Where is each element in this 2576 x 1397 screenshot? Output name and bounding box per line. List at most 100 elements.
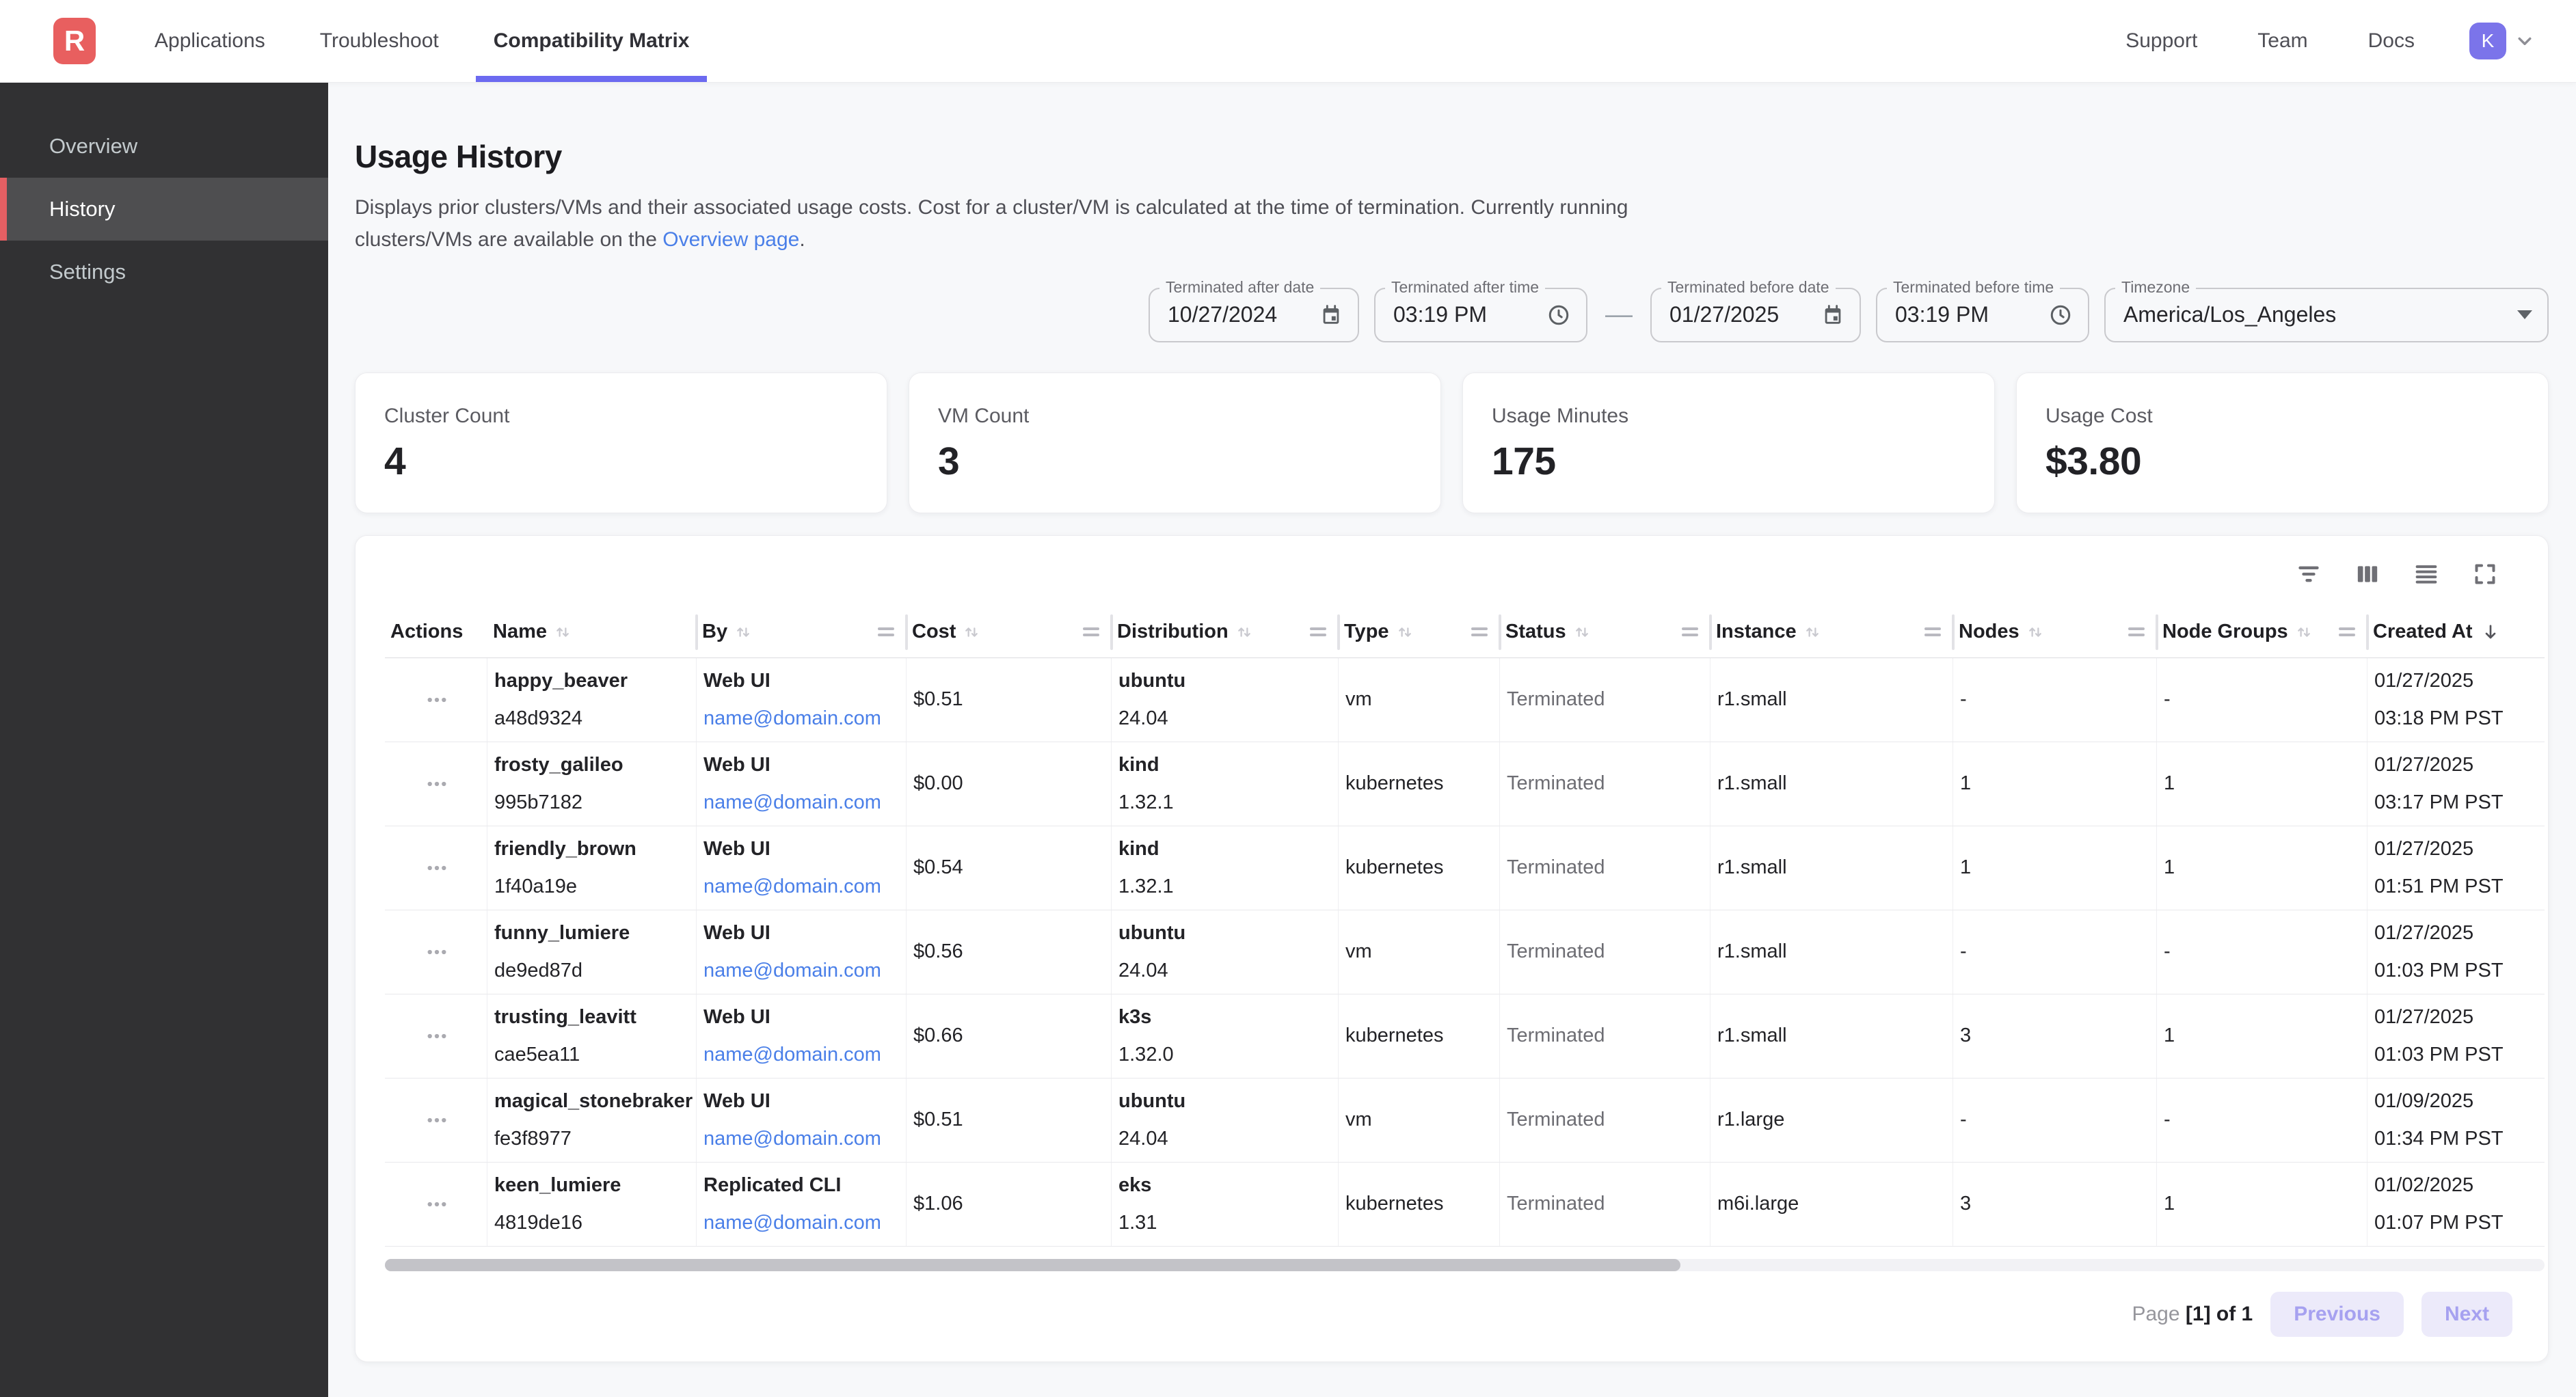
calendar-icon[interactable] [1821,303,1844,327]
cluster-id: 4819de16 [494,1211,583,1234]
tab-compatibility-matrix[interactable]: Compatibility Matrix [475,0,708,82]
columns-icon[interactable] [2354,560,2381,588]
column-menu-icon[interactable] [1924,627,1941,637]
nav-link-support[interactable]: Support [2125,29,2198,52]
column-header-instance[interactable]: Instance [1710,607,1955,657]
sort-icon[interactable] [1234,622,1255,642]
column-header-created-at[interactable]: Created At [2367,607,2545,657]
created-by-email-link[interactable]: name@domain.com [703,959,881,981]
filter-icon[interactable] [2295,560,2322,588]
table-header-row: Actions Name By Cost Distribution Type S… [385,607,2545,658]
instance-value: r1.small [1717,940,1787,963]
column-resize-handle[interactable] [695,614,698,650]
nav-link-team[interactable]: Team [2257,29,2308,52]
column-header-distribution[interactable]: Distribution [1112,607,1340,657]
replicated-logo[interactable]: R [53,18,96,64]
created-time: 03:17 PM PST [2374,791,2504,813]
column-header-by[interactable]: By [697,607,908,657]
nodes-cell: 3 [1953,1162,2157,1246]
avatar[interactable]: K [2469,23,2506,59]
tab-troubleshoot[interactable]: Troubleshoot [319,29,439,52]
column-header-node-groups[interactable]: Node Groups [2157,607,2369,657]
created-by-email-link[interactable]: name@domain.com [703,1211,881,1234]
top-nav: R Applications Troubleshoot Compatibilit… [0,0,2576,82]
created-at-cell: 01/02/2025 01:07 PM PST [2367,1163,2545,1246]
dropdown-caret-icon[interactable] [2517,310,2532,320]
tab-applications[interactable]: Applications [155,29,265,52]
column-menu-icon[interactable] [1471,627,1488,637]
column-resize-handle[interactable] [1110,614,1113,650]
created-time: 01:51 PM PST [2374,875,2504,897]
created-by-email-link[interactable]: name@domain.com [703,1127,881,1150]
column-menu-icon[interactable] [2128,627,2145,637]
cost-cell: $0.54 [907,826,1112,910]
nodes-cell: 1 [1953,742,2157,826]
column-header-nodes[interactable]: Nodes [1953,607,2158,657]
sort-icon[interactable] [2294,622,2314,642]
column-menu-icon[interactable] [2339,627,2355,637]
created-time: 01:03 PM PST [2374,1043,2504,1066]
sort-icon[interactable] [961,622,982,642]
column-header-status[interactable]: Status [1500,607,1712,657]
by-cell: Web UI name@domain.com [697,1078,907,1162]
column-header-name[interactable]: Name [487,607,698,657]
column-menu-icon[interactable] [1682,627,1698,637]
column-resize-handle[interactable] [2156,614,2158,650]
row-actions-menu-icon[interactable] [424,939,450,965]
clock-icon[interactable] [2048,303,2073,327]
column-resize-handle[interactable] [905,614,908,650]
created-by-email-link[interactable]: name@domain.com [703,707,881,729]
terminated-after-time-field[interactable]: Terminated after time 03:19 PM [1374,277,1587,342]
calendar-icon[interactable] [1319,303,1343,327]
sort-icon[interactable] [552,622,573,642]
sort-icon[interactable] [1802,622,1823,642]
row-actions-menu-icon[interactable] [424,1107,450,1133]
column-header-type[interactable]: Type [1339,607,1501,657]
column-menu-icon[interactable] [1310,627,1326,637]
created-by-email-link[interactable]: name@domain.com [703,875,881,897]
nav-link-docs[interactable]: Docs [2367,29,2415,52]
created-by-email-link[interactable]: name@domain.com [703,1043,881,1066]
distribution-cell: kind 1.32.1 [1112,742,1339,826]
column-resize-handle[interactable] [1952,614,1955,650]
sidebar-item-overview[interactable]: Overview [49,134,138,158]
row-actions-menu-icon[interactable] [424,1191,450,1217]
column-resize-handle[interactable] [1709,614,1712,650]
row-actions-menu-icon[interactable] [424,687,450,713]
horizontal-scrollbar-thumb[interactable] [385,1258,1681,1271]
sidebar-item-settings[interactable]: Settings [49,260,126,284]
created-by-email-link[interactable]: name@domain.com [703,791,881,813]
column-resize-handle[interactable] [1337,614,1340,650]
row-actions-menu-icon[interactable] [424,771,450,797]
horizontal-scrollbar-track[interactable] [385,1258,2545,1271]
sort-icon[interactable] [1572,622,1592,642]
timezone-select[interactable]: Timezone America/Los_Angeles [2104,277,2549,342]
created-time: 03:18 PM PST [2374,707,2504,729]
clock-icon[interactable] [1546,303,1571,327]
column-resize-handle[interactable] [2366,614,2369,650]
fullscreen-icon[interactable] [2471,560,2499,588]
sort-icon[interactable] [733,622,753,642]
row-actions-cell [385,657,487,742]
sort-icon[interactable] [1395,622,1415,642]
chevron-down-icon[interactable] [2513,29,2536,53]
row-actions-menu-icon[interactable] [424,855,450,881]
sidebar-item-history[interactable]: History [0,178,328,241]
cluster-name: magical_stonebraker [494,1089,693,1112]
previous-page-button[interactable]: Previous [2270,1291,2404,1337]
row-actions-menu-icon[interactable] [424,1023,450,1049]
column-menu-icon[interactable] [878,627,894,637]
terminated-before-date-field[interactable]: Terminated before date 01/27/2025 [1650,277,1861,342]
column-label: Type [1344,621,1389,643]
terminated-after-date-field[interactable]: Terminated after date 10/27/2024 [1149,277,1359,342]
density-icon[interactable] [2413,560,2440,588]
overview-page-link[interactable]: Overview page [662,228,800,252]
column-resize-handle[interactable] [1499,614,1501,650]
sort-desc-icon[interactable] [2480,621,2501,643]
node-groups-value: 1 [2164,1025,2175,1047]
next-page-button[interactable]: Next [2421,1291,2512,1337]
sort-icon[interactable] [2025,622,2045,642]
column-menu-icon[interactable] [1083,627,1099,637]
column-header-cost[interactable]: Cost [907,607,1113,657]
terminated-before-time-field[interactable]: Terminated before time 03:19 PM [1876,277,2089,342]
